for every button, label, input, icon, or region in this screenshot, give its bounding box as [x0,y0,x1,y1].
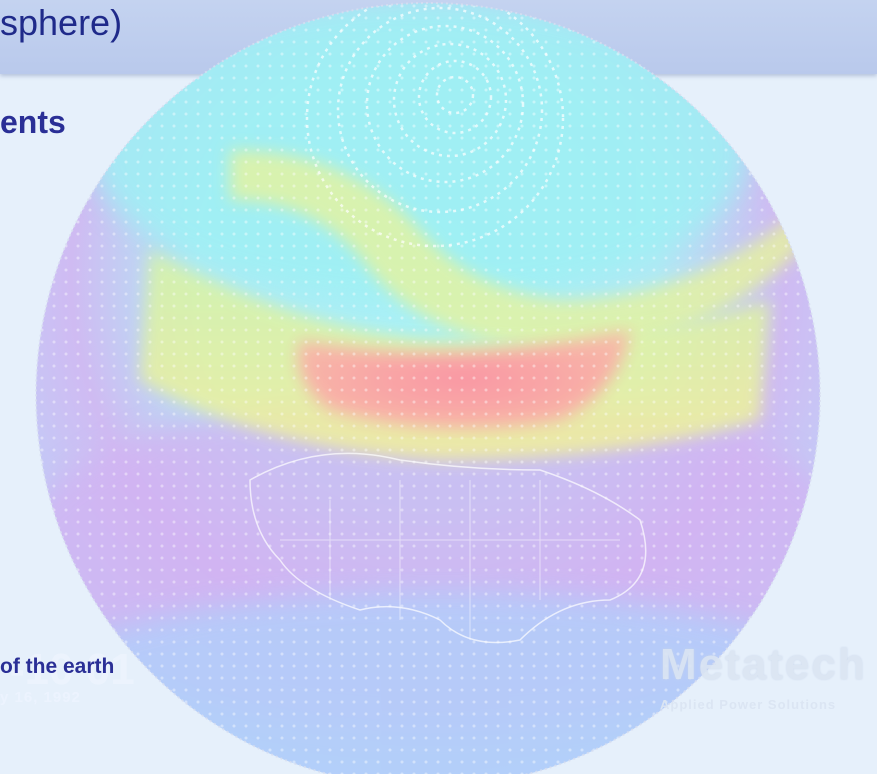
metatech-tagline: Applied Power Solutions [660,697,837,712]
overlay-digits: -10 01 [10,645,135,694]
slide-caption: of the earth [0,655,115,678]
metatech-logo: Metatech [660,640,867,689]
slide-heading: ents [0,104,66,140]
overlay-date: y 16, 1992 [0,689,81,706]
slide-title: sphere) [0,2,123,43]
